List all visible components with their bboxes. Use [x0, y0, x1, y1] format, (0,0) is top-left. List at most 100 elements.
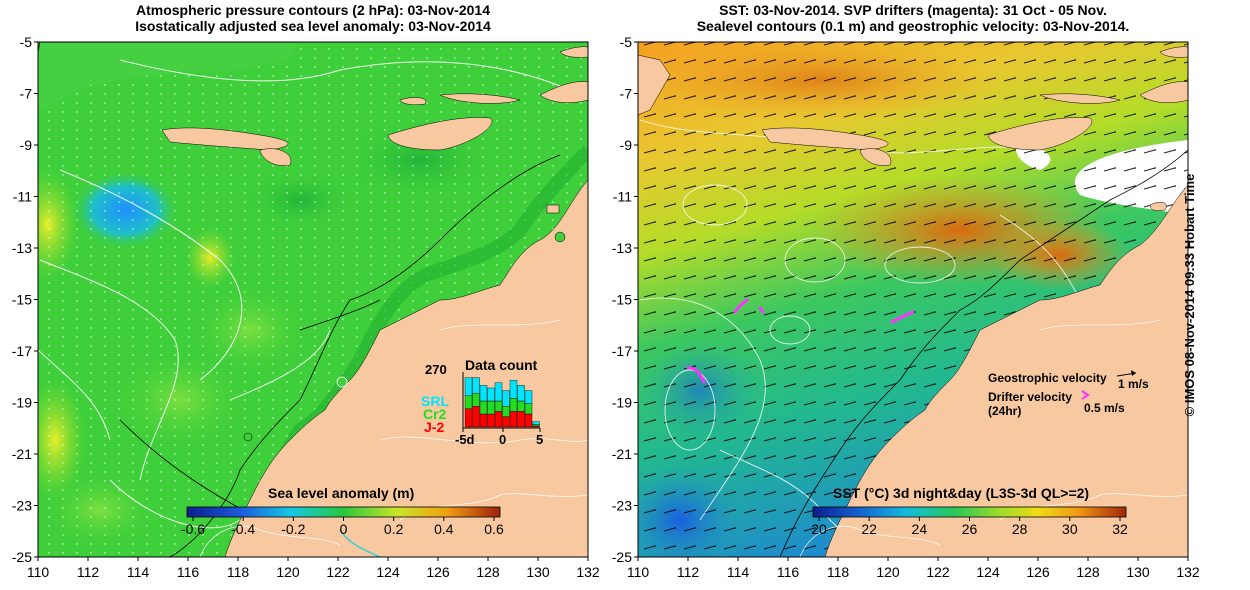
histogram-bar: [524, 413, 533, 428]
left-panel-title: Atmospheric pressure contours (2 hPa): 0…: [38, 2, 588, 34]
inset-title: Data count: [465, 357, 538, 373]
histogram-bar: [464, 395, 473, 409]
histogram-bar: [479, 413, 488, 428]
lat-tick-label: -25: [12, 549, 32, 565]
inset-xtick-1: 0: [499, 432, 507, 447]
lon-tick-label: 114: [127, 564, 150, 580]
sst-map: [638, 42, 1188, 557]
inset-xtick-2: 5: [536, 432, 544, 447]
histogram-bar: [479, 400, 488, 415]
velocity-legend: [1081, 370, 1137, 400]
lon-tick-label: 126: [1026, 564, 1050, 580]
lon-tick-label: 124: [376, 564, 400, 580]
land-right: [638, 46, 1188, 557]
histogram-bar: [494, 400, 503, 412]
lat-tick-label: -15: [12, 292, 32, 308]
inset-legend-cr2: Cr2: [423, 406, 447, 422]
lat-tick-label: -9: [20, 137, 33, 153]
lat-tick-label: -15: [612, 292, 632, 308]
lon-tick-label: 132: [1176, 564, 1200, 580]
histogram-bar: [532, 421, 540, 425]
lat-tick-label: -17: [612, 343, 632, 359]
left-title-line2: Isostatically adjusted sea level anomaly…: [135, 18, 491, 34]
lat-tick-label: -23: [612, 498, 632, 514]
lat-tick-label: -7: [20, 86, 33, 102]
lon-tick-label: 128: [1076, 564, 1100, 580]
histogram-bar: [472, 406, 480, 428]
sla-colorbar-tick-label: 0.2: [384, 521, 404, 537]
sst-colorbar-tick-label: 20: [811, 521, 827, 537]
inset-legend-srl: SRL: [421, 393, 449, 409]
histogram-bar: [494, 382, 503, 402]
sst-colorbar-label: SST (°C) 3d night&day (L3S-3d QL>=2): [833, 485, 1090, 501]
sla-colorbar-label: Sea level anomaly (m): [268, 485, 415, 501]
lon-tick-label: 132: [576, 564, 600, 580]
sla-colorbar-tick-label: -0.4: [231, 521, 255, 537]
lat-tick-label: -7: [620, 86, 633, 102]
histogram-bar: [517, 400, 525, 412]
lon-tick-label: 116: [177, 564, 200, 580]
histogram-bar: [524, 403, 533, 415]
lon-tick-label: 110: [27, 564, 50, 580]
sla-colorbar-tick-label: -0.2: [281, 521, 305, 537]
sst-colorbar-tick-label: 24: [912, 521, 928, 537]
histogram-bar: [464, 408, 473, 428]
sla-colorbar: [186, 506, 501, 518]
land-left: [38, 42, 588, 557]
lon-tick-label: 110: [627, 564, 650, 580]
imos-credit: © IMOS 08-Nov-2014 09:33 Hobart Time: [1182, 173, 1197, 417]
sla-colorbar-tick-label: 0: [340, 521, 348, 537]
histogram-bar: [464, 377, 473, 397]
lon-tick-label: 114: [727, 564, 750, 580]
sla-colorbar-tick-label: 0.6: [484, 521, 504, 537]
inset-xtick-0: -5d: [455, 432, 475, 447]
histogram-bar: [509, 398, 518, 412]
sla-map: [38, 42, 588, 557]
histogram-bar: [494, 411, 503, 428]
lon-tick-label: 120: [876, 564, 900, 580]
sla-colorbar-tick-label: 0.4: [434, 521, 454, 537]
lon-tick-label: 118: [227, 564, 250, 580]
drifter-legend-sub: (24hr): [988, 404, 1022, 418]
histogram-bar: [487, 387, 495, 402]
sst-colorbar-tick-label: 30: [1062, 521, 1078, 537]
histogram-bar: [524, 390, 533, 404]
lat-tick-label: -21: [12, 446, 32, 462]
inset-ymax: 270: [425, 362, 447, 377]
histogram-bar: [502, 406, 510, 417]
data-count-inset: [462, 372, 541, 432]
lon-tick-label: 116: [777, 564, 800, 580]
lat-tick-label: -5: [620, 34, 633, 50]
geostrophic-legend-label: Geostrophic velocity: [988, 371, 1107, 385]
lat-tick-label: -9: [620, 137, 633, 153]
lat-tick-label: -17: [12, 343, 32, 359]
lon-tick-label: 112: [77, 564, 100, 580]
lon-tick-label: 126: [426, 564, 450, 580]
lon-tick-label: 122: [926, 564, 950, 580]
drifter-legend-label: Drifter velocity: [988, 390, 1073, 404]
sla-colorbar-tick-label: -0.6: [181, 521, 205, 537]
sst-colorbar-tick-label: 26: [962, 521, 978, 537]
lon-tick-label: 130: [1126, 564, 1150, 580]
lat-tick-label: -13: [12, 240, 32, 256]
right-title-line2: Sealevel contours (0.1 m) and geostrophi…: [696, 18, 1130, 34]
lat-tick-label: -5: [20, 34, 33, 50]
lat-tick-label: -21: [612, 446, 632, 462]
histogram-bar: [532, 424, 540, 427]
sst-colorbar: [812, 506, 1127, 518]
drifter-legend-scale: 0.5 m/s: [1084, 401, 1125, 415]
histogram-bar: [509, 411, 518, 428]
histogram-bar: [517, 385, 525, 402]
right-title-line1: SST: 03-Nov-2014. SVP drifters (magenta)…: [719, 2, 1107, 18]
lat-tick-label: -11: [13, 189, 32, 205]
histogram-bar: [517, 411, 525, 428]
lon-tick-label: 122: [326, 564, 350, 580]
left-title-line1: Atmospheric pressure contours (2 hPa): 0…: [136, 2, 490, 18]
lon-tick-label: 120: [276, 564, 300, 580]
lon-tick-label: 128: [476, 564, 500, 580]
lon-tick-label: 130: [526, 564, 550, 580]
sst-colorbar-tick-label: 28: [1012, 521, 1028, 537]
histogram-bar: [472, 393, 480, 407]
